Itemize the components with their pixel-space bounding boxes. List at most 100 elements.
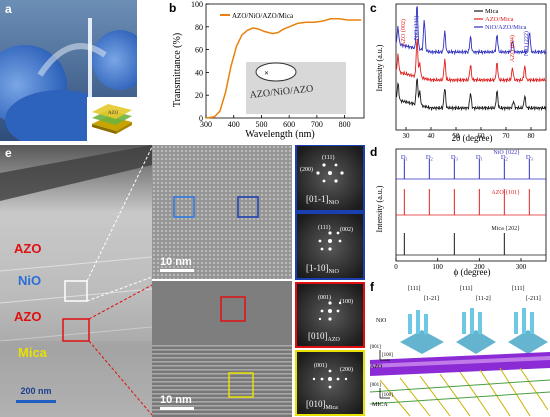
panel-b-transmittance: ✕ AZO/NiO/AZO 300 400 500 600 700 800 0 20 40 60 8… (168, 0, 368, 141)
azo-axis-001: [001] (370, 345, 381, 350)
d-peak-label: D3 (526, 154, 534, 162)
panel-e-tem: AZO NiO AZO Mica 200 nm 10 nm 10 nm (0, 145, 365, 417)
panel-label-c: c (370, 1, 377, 15)
c-series-mica (395, 78, 547, 112)
b-ytick-label: 0 (199, 114, 203, 123)
c-xtick-label: 50 (453, 132, 461, 140)
d-peak-label: D3 (451, 154, 459, 162)
scale-hr2-label: 10 nm (160, 394, 192, 406)
fft3-spot1: (001) (318, 294, 331, 301)
fft-1: (111) (200) [01-1]NiO (295, 145, 365, 212)
b-ylabel: Transmittance (%) (172, 33, 183, 107)
azo-roi-hr (220, 296, 246, 322)
mica-axes: [001] [100] MICA (370, 383, 393, 408)
b-xtick-label: 300 (200, 120, 212, 129)
dir-5: [111] (512, 286, 525, 292)
mica-axis-100: [100] (382, 393, 393, 398)
mica-roi-hr (228, 372, 254, 398)
nio-roi-2 (237, 196, 259, 218)
legend-c-nio: NiO/AZO/Mica (485, 24, 527, 31)
legend-b: AZO/NiO/AZO/Mica (220, 12, 294, 20)
fft2-zone: [1-10]NiO (306, 263, 340, 275)
azo-roi-box (62, 318, 90, 342)
scale-hr1-label: 10 nm (160, 256, 192, 268)
fft4-zone: [010]Mica (306, 399, 338, 411)
d-xtick-label: 0 (394, 263, 398, 271)
b-ytick-label: 60 (195, 46, 203, 55)
layer-stack-inset: AZO (87, 97, 137, 141)
fft3-spot2: (100) (340, 298, 353, 305)
d-plot-frame (395, 148, 547, 262)
mica-axis-001: [001] (370, 383, 381, 388)
c-series-nio-azo-mica (395, 6, 547, 56)
svg-text:✕: ✕ (264, 71, 269, 77)
tem-composite: AZO NiO AZO Mica 200 nm 10 nm 10 nm (0, 145, 365, 417)
panel-d-phi: 0 100 200 300 D1 D2 D3 D1 D2 D3 NiO {022} AZO {1… (370, 145, 550, 278)
d-xtick-label: 300 (516, 263, 527, 271)
legend-d-mica: Mica {202} (491, 226, 520, 232)
fft1-spot2: (200) (300, 166, 313, 173)
b-xtick-label: 500 (255, 120, 267, 129)
fft4-spot1: (001) (314, 362, 327, 369)
c-xtick-label: 70 (503, 132, 511, 140)
flexible-film-photo: AZO (0, 0, 137, 141)
inset-azo-label: AZO (108, 111, 119, 116)
d-peak-label: D2 (426, 154, 433, 162)
dir-4: [11-2] (476, 296, 491, 302)
dir-2: [1-21] (424, 296, 439, 302)
layer-nio: NiO (18, 273, 41, 288)
legend-c-mica: Mica (485, 8, 498, 15)
panel-f-structure: [111] [1-21] [111] [11-2] [111] [-211] N… (370, 280, 550, 417)
d-peak-label: D1 (401, 154, 408, 162)
d-xtick-label: 200 (474, 263, 485, 271)
hrtem-nio: 10 nm (152, 145, 292, 279)
hrtem-azo-mica: 10 nm (152, 281, 292, 417)
b-ytick-label: 20 (195, 91, 203, 100)
c-xtick-label: 40 (428, 132, 436, 140)
azo-axis-name: AZO (370, 364, 383, 370)
d-xlabel: ϕ (degree) (454, 267, 491, 277)
d-peak-label: D1 (476, 154, 483, 162)
tem-overview: AZO NiO AZO Mica 200 nm (0, 145, 153, 417)
b-xtick-label: 400 (228, 120, 240, 129)
xrd-chart: 30 40 50 60 70 80 Mica AZO/Mica NiO/AZO/Mica … (375, 3, 547, 143)
b-xtick-label: 700 (311, 120, 323, 129)
legend-c: Mica AZO/Mica NiO/AZO/Mica (474, 8, 527, 31)
panel-a-photo: AZO a (0, 0, 137, 141)
d-ylabel: Intensity (a.u.) (375, 185, 384, 232)
top-direction-labels: [111] [1-21] [111] [11-2] [111] [-211] (408, 286, 541, 302)
nio-label: NiO (376, 318, 387, 324)
legend-d-nio: NiO {022} (493, 150, 520, 156)
b-xlabel: Wavelength (nm) (245, 129, 314, 140)
fft2-spot1: (111) (318, 224, 331, 231)
azo-layer (370, 352, 550, 376)
azo-axes: [001] [100] AZO (370, 345, 393, 370)
phi-scan-chart: 0 100 200 300 D1 D2 D3 D1 D2 D3 NiO {022} AZO {1… (375, 148, 547, 277)
fft1-zone: [01-1]NiO (306, 194, 340, 206)
b-ytick-label: 40 (195, 68, 203, 77)
panel-label-f: f (370, 280, 374, 294)
c-xtick-label: 80 (528, 132, 536, 140)
c-xtick-label: 30 (403, 132, 411, 140)
b-plot-frame (205, 3, 365, 119)
panel-c-xrd: 30 40 50 60 70 80 Mica AZO/Mica NiO/AZO/Mica … (370, 0, 550, 145)
nio-clusters (400, 308, 548, 354)
b-xtick-label: 800 (339, 120, 351, 129)
c-plot-frame (395, 3, 547, 131)
fft-4: (001) (200) [010]Mica (295, 350, 365, 416)
d-xtick-label: 100 (432, 263, 443, 271)
fft3-zone: [010]AZO (308, 331, 340, 343)
azo-axis-100: [100] (382, 353, 393, 358)
layer-mica: Mica (18, 345, 48, 360)
annot-nio111: NiO (111) (413, 16, 420, 40)
dir-1: [111] (408, 286, 421, 292)
legend-b-label: AZO/NiO/AZO/Mica (232, 12, 294, 20)
sample-photo-inset: ✕ AZO/NiO/AZO (246, 62, 346, 114)
layer-azo-bottom: AZO (14, 309, 41, 324)
nio-roi-1 (173, 196, 195, 218)
mica-layer (370, 367, 550, 417)
c-series-azo-mica (395, 38, 547, 84)
fft2-spot2: (002) (340, 226, 353, 233)
scale-main-label: 200 nm (20, 386, 51, 396)
layer-azo-top: AZO (14, 241, 41, 256)
